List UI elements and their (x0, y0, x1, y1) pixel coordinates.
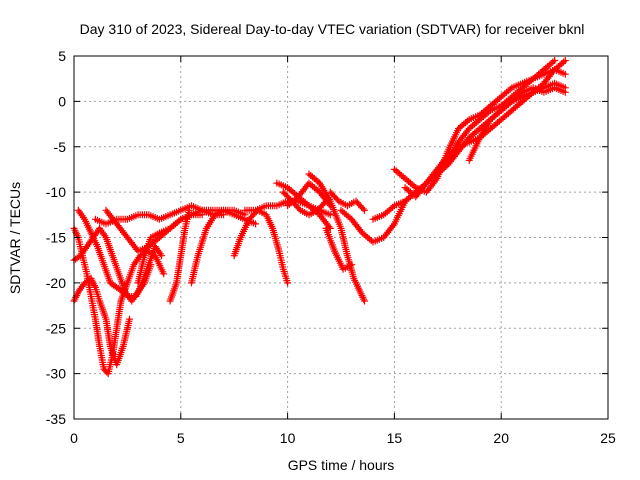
series-track-15 (284, 179, 334, 210)
series-markers (166, 206, 193, 305)
series-markers (230, 206, 292, 287)
y-tick-label: -20 (46, 275, 66, 291)
series-track-18 (326, 188, 368, 214)
x-tick-label: 0 (70, 430, 78, 446)
axes: 0 5 10 15 20 25 5 0 -5 -10 -15 -20 -25 -30 -35 (46, 48, 616, 446)
y-tick-label: -15 (46, 230, 66, 246)
series-track-11 (230, 206, 292, 287)
series-track-17 (322, 224, 356, 273)
series-markers (326, 188, 368, 214)
series-markers (305, 170, 368, 305)
series-markers (433, 57, 559, 178)
series-markers (91, 202, 227, 228)
series-markers (465, 84, 569, 164)
x-tick-label: 15 (387, 430, 403, 446)
series-path (371, 82, 567, 221)
series-track-10 (188, 206, 260, 287)
x-tick-label: 25 (600, 430, 616, 446)
y-tick-label: -10 (46, 184, 66, 200)
y-axis-label: SDTVAR / TECUs (7, 182, 23, 294)
x-tick-label: 5 (177, 430, 185, 446)
series-track-16 (305, 170, 368, 305)
chart-title: Day 310 of 2023, Sidereal Day-to-day VTE… (80, 21, 585, 37)
y-tick-label: -25 (46, 320, 66, 336)
x-tick-label: 10 (280, 430, 296, 446)
y-tick-label: -5 (54, 139, 67, 155)
series-markers (284, 179, 334, 210)
series-markers (322, 224, 356, 273)
y-tick-label: -35 (46, 411, 66, 427)
y-tick-label: 0 (58, 93, 66, 109)
x-tick-label: 20 (493, 430, 509, 446)
series-markers (188, 206, 260, 287)
series-track-24 (465, 84, 569, 164)
y-tick-label: 5 (58, 48, 66, 64)
series-track-23 (433, 57, 559, 178)
y-tick-label: -30 (46, 366, 66, 382)
series-track-9 (166, 206, 193, 305)
data-series (70, 57, 569, 378)
x-axis-label: GPS time / hours (288, 457, 395, 473)
